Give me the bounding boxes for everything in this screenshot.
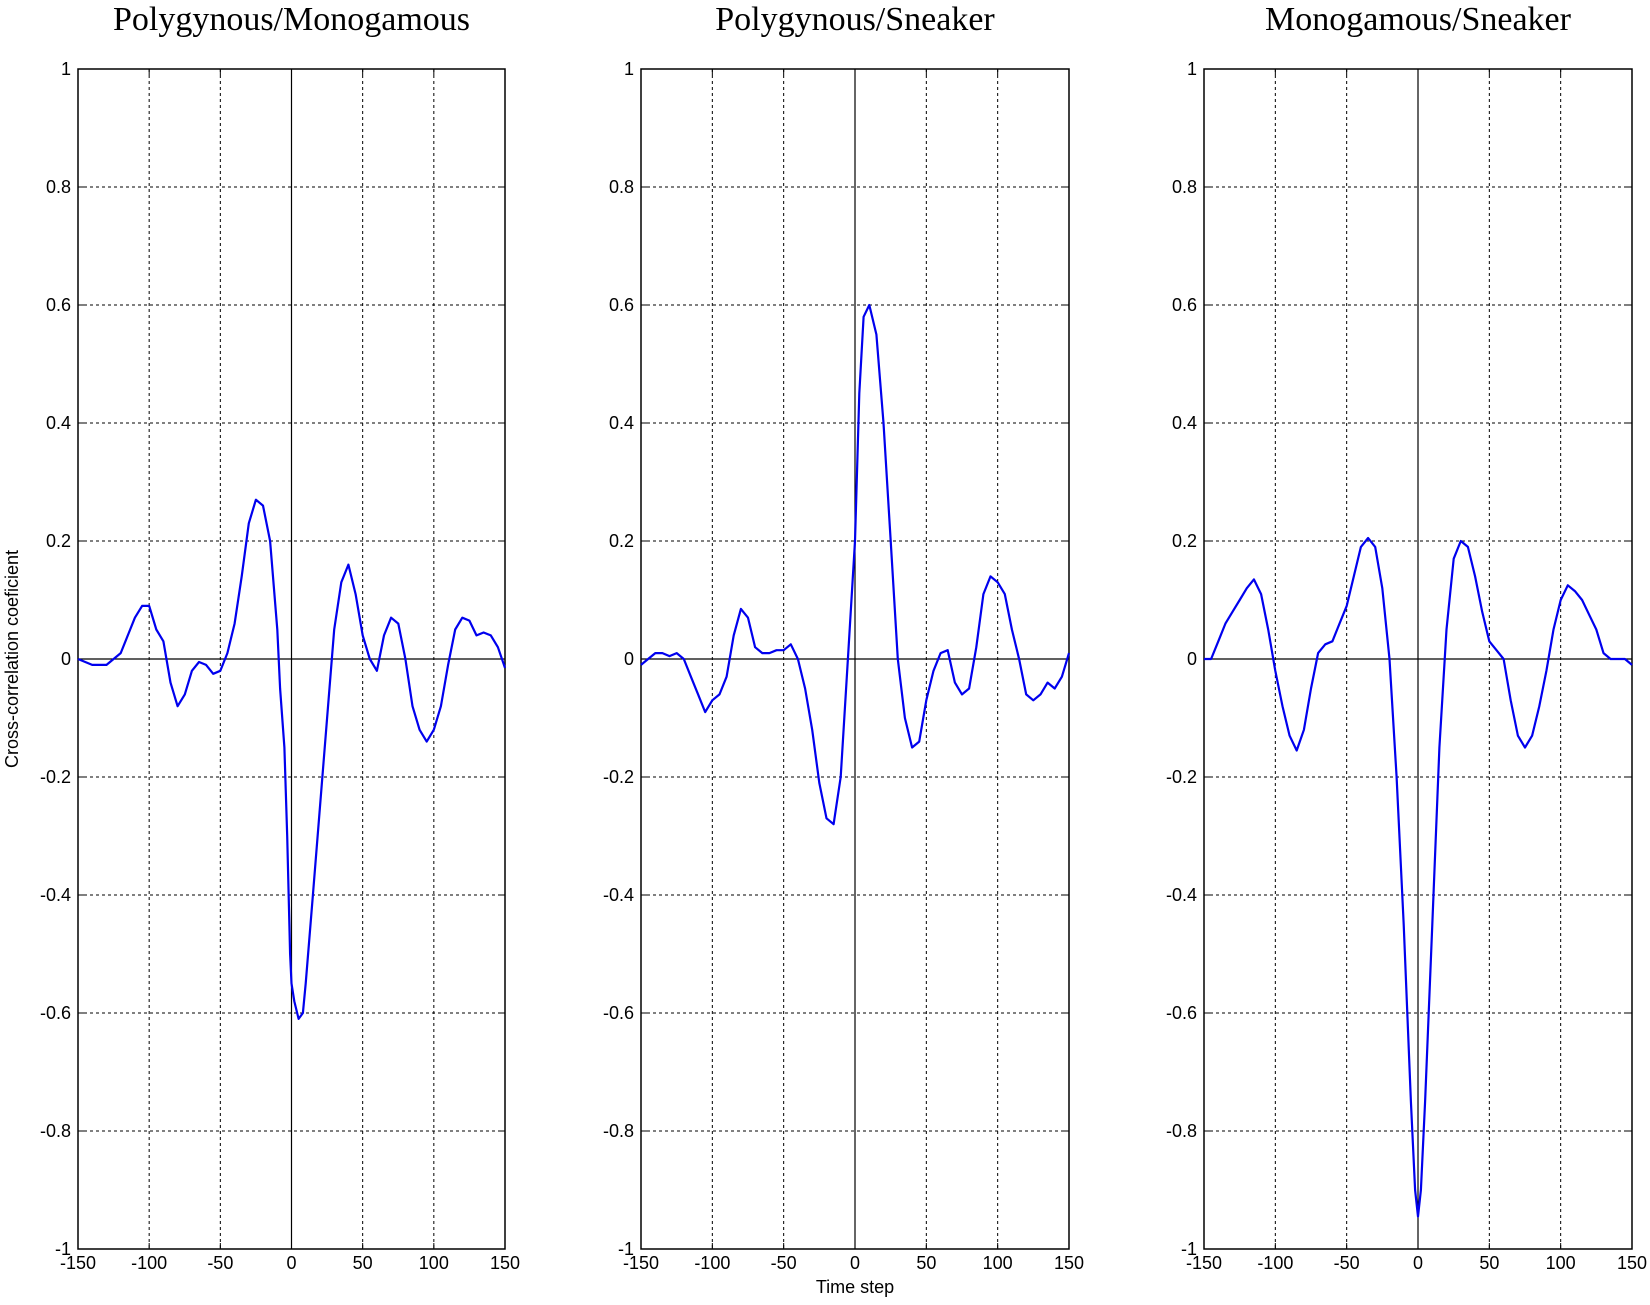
y-tick-label: 0.6	[46, 295, 71, 315]
y-tick-label: 0.4	[1172, 413, 1197, 433]
x-tick-label: -100	[131, 1253, 167, 1273]
x-tick-label: 150	[490, 1253, 520, 1273]
series-line	[77, 498, 507, 1021]
x-tick-label: 0	[850, 1253, 860, 1273]
x-tick-label: -100	[694, 1253, 730, 1273]
series-line	[1204, 536, 1633, 1218]
x-tick-label: -150	[623, 1253, 659, 1273]
y-tick-label: -0.2	[40, 767, 71, 787]
y-tick-label: -1	[55, 1239, 71, 1259]
x-axis-label: Time step	[816, 1277, 894, 1297]
x-tick-label: -50	[207, 1253, 233, 1273]
x-tick-label: -100	[1257, 1253, 1293, 1273]
y-tick-label: 0.2	[46, 531, 71, 551]
x-tick-label: 0	[1413, 1253, 1423, 1273]
x-tick-label: 100	[983, 1253, 1013, 1273]
y-tick-label: 0.8	[1172, 177, 1197, 197]
y-tick-label: 0.8	[46, 177, 71, 197]
x-tick-label: -150	[1186, 1253, 1222, 1273]
panel-title: Polygynous/Monogamous	[113, 1, 470, 38]
x-tick-label: 50	[1479, 1253, 1499, 1273]
chart-panel-1: -150 -100 -50 0 50 100 150 -1 -0.8 -0.6 -0.4 -0.2 0 0…	[2, 1, 520, 1273]
x-tick-label: 0	[286, 1253, 296, 1273]
y-tick-label: -0.4	[603, 885, 634, 905]
x-tick-label: 50	[353, 1253, 373, 1273]
y-axis-label: Cross-correlation coeficient	[2, 550, 22, 768]
y-tick-label: -0.4	[40, 885, 71, 905]
chart-panel-3: -150 -100 -50 0 50 100 150 -1 -0.8 -0.6 -0.4 -0.2 0 0…	[1166, 1, 1647, 1273]
y-tick-label: 0	[61, 649, 71, 669]
x-tick-label: -50	[771, 1253, 797, 1273]
y-tick-label: 0.6	[609, 295, 634, 315]
y-tick-label: 1	[61, 59, 71, 79]
y-tick-label: -0.8	[1166, 1121, 1197, 1141]
x-tick-label: -50	[1334, 1253, 1360, 1273]
panel-title: Monogamous/Sneaker	[1265, 1, 1572, 38]
chart-panel-2: -150 -100 -50 0 50 100 150 -1 -0.8 -0.6 -0.4 -0.2 0 0…	[603, 1, 1084, 1297]
y-tick-label: -0.6	[603, 1003, 634, 1023]
y-tick-label: -0.2	[603, 767, 634, 787]
panel-title: Polygynous/Sneaker	[715, 1, 995, 38]
y-tick-label: 0.8	[609, 177, 634, 197]
y-tick-label: 0.2	[1172, 531, 1197, 551]
x-tick-label: 150	[1617, 1253, 1647, 1273]
y-tick-label: 0.4	[46, 413, 71, 433]
y-tick-label: 0	[1187, 649, 1197, 669]
y-tick-label: 0.6	[1172, 295, 1197, 315]
y-tick-label: -0.2	[1166, 767, 1197, 787]
y-tick-label: 0.2	[609, 531, 634, 551]
y-tick-label: 0.4	[609, 413, 634, 433]
y-tick-label: -0.8	[603, 1121, 634, 1141]
x-tick-label: -150	[60, 1253, 96, 1273]
x-tick-label: 100	[1546, 1253, 1576, 1273]
x-tick-label: 50	[916, 1253, 936, 1273]
y-tick-label: 1	[1187, 59, 1197, 79]
y-tick-label: -1	[1181, 1239, 1197, 1259]
y-tick-label: -0.4	[1166, 885, 1197, 905]
x-tick-label: 100	[419, 1253, 449, 1273]
y-tick-label: -0.6	[40, 1003, 71, 1023]
x-tick-label: 150	[1054, 1253, 1084, 1273]
y-tick-label: -0.6	[1166, 1003, 1197, 1023]
y-tick-label: 1	[624, 59, 634, 79]
series-line	[640, 303, 1071, 826]
y-tick-label: -1	[618, 1239, 634, 1259]
y-tick-label: 0	[624, 649, 634, 669]
y-tick-label: -0.8	[40, 1121, 71, 1141]
